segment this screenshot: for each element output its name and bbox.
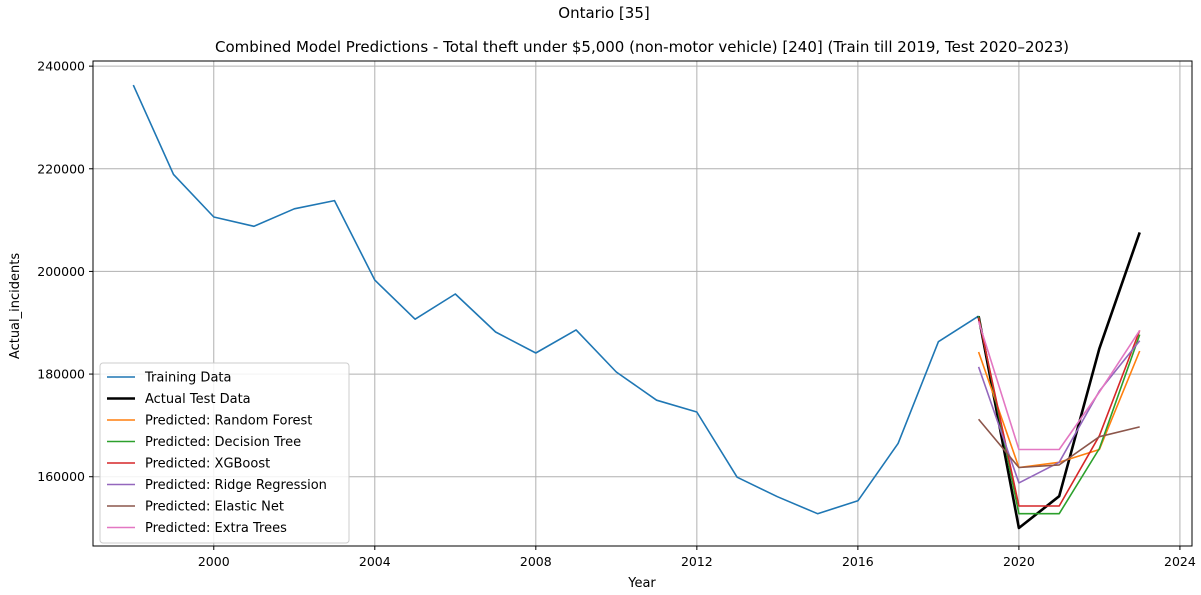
y-tick-label: 240000 — [37, 59, 85, 74]
legend-box — [99, 362, 350, 544]
x-tick-label: 2024 — [1164, 554, 1196, 569]
figure-suptitle: Ontario [35] — [558, 4, 649, 22]
legend: Training Data Actual Test Data Predicted: … — [99, 362, 350, 544]
legend-label: Predicted: Elastic Net — [145, 500, 284, 515]
x-tick-label: 2008 — [520, 554, 552, 569]
y-tick-label: 220000 — [37, 161, 85, 176]
legend-label: Predicted: Decision Tree — [145, 435, 301, 450]
legend-label: Predicted: Ridge Regression — [145, 478, 327, 493]
y-tick-label: 160000 — [37, 469, 85, 484]
axis-ticks: 2000 2004 2008 2012 2016 2020 2024 160000 180000… — [37, 59, 1196, 569]
x-tick-label: 2004 — [359, 554, 391, 569]
x-tick-label: 2012 — [681, 554, 713, 569]
legend-label: Predicted: Extra Trees — [145, 521, 287, 536]
legend-label: Training Data — [144, 371, 231, 386]
series-line-predicted-decision-tree — [977, 315, 1141, 515]
series-line-predicted-extra-trees — [977, 320, 1141, 451]
y-axis-label: Actual_incidents — [8, 253, 23, 359]
x-tick-label: 2020 — [1003, 554, 1035, 569]
y-tick-label: 180000 — [37, 367, 85, 382]
x-tick-label: 2000 — [198, 554, 230, 569]
plot-frame — [92, 60, 1193, 547]
x-axis-label: Year — [627, 576, 656, 591]
series-line-training-data — [132, 84, 980, 515]
legend-label: Actual Test Data — [145, 392, 251, 407]
legend-label: Predicted: Random Forest — [145, 414, 312, 429]
y-tick-label: 200000 — [37, 264, 85, 279]
series-line-predicted-ridge-regression — [977, 340, 1141, 484]
legend-label: Predicted: XGBoost — [145, 457, 270, 472]
chart-title: Combined Model Predictions - Total theft… — [215, 38, 1069, 56]
series-line-actual-test-data — [977, 231, 1141, 530]
series-line-predicted-elastic-net — [977, 418, 1140, 469]
series-lines — [132, 84, 1141, 530]
x-tick-label: 2016 — [842, 554, 874, 569]
